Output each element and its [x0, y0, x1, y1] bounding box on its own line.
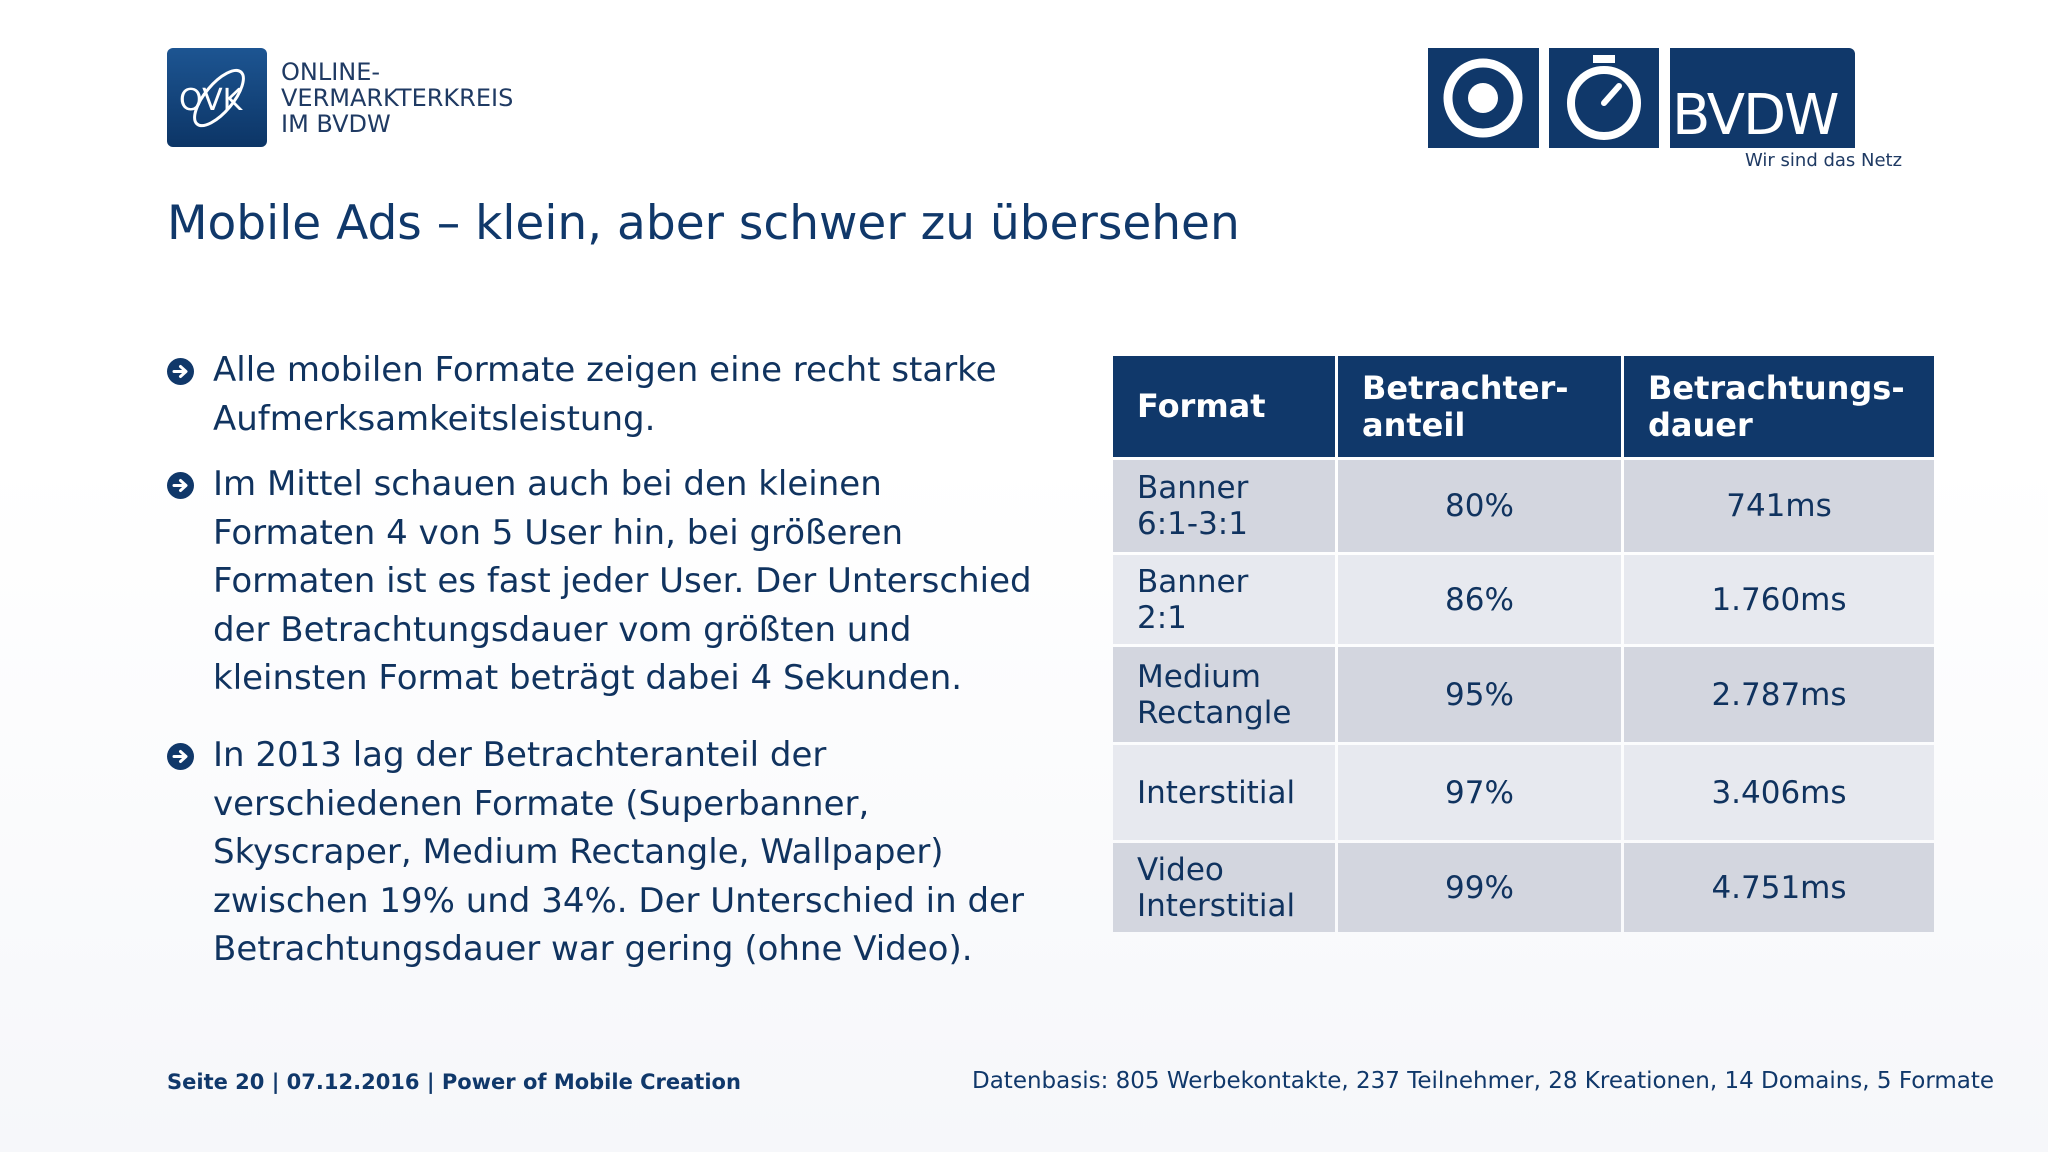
ovk-mark-text: OVK: [179, 83, 244, 118]
cell-format: Banner 6:1-3:1: [1113, 460, 1335, 552]
format-table: Format Betrachter- anteil Betrachtungs- …: [1110, 353, 1937, 935]
header-viewer-share: Betrachter- anteil: [1338, 356, 1621, 457]
cell-format: Banner 2:1: [1113, 555, 1335, 644]
ovk-wordmark: ONLINE- VERMARKTERKREIS IM BVDW: [281, 59, 513, 137]
bullet-text-line: Aufmerksamkeitsleistung.: [213, 398, 656, 439]
bvdw-wordmark: BVDW: [1672, 83, 1840, 148]
cell-duration: 4.751ms: [1624, 843, 1934, 932]
bullet-text-line: Betrachtungsdauer war gering (ohne Video…: [213, 929, 973, 969]
bullet-text-line: zwischen 19% und 34%. Der Unterschied in…: [213, 880, 1024, 921]
cell-duration: 2.787ms: [1624, 647, 1934, 742]
table-row: Video Interstitial 99% 4.751ms: [1113, 843, 1934, 932]
cell-format: Video Interstitial: [1113, 843, 1335, 932]
bvdw-target-icon: [1428, 48, 1539, 148]
bullet-text-line: Formaten 4 von 5 User hin, bei größeren: [213, 512, 904, 553]
bullet-item: In 2013 lag der Betrachteranteil der ver…: [167, 731, 1024, 974]
header-view-duration: Betrachtungs- dauer: [1624, 356, 1934, 457]
header-format: Format: [1113, 356, 1335, 457]
cell-share: 80%: [1338, 460, 1621, 552]
bvdw-logo-box: [1670, 48, 1855, 148]
arrow-circle-icon: [167, 358, 194, 385]
arrow-circle-icon: [167, 743, 194, 770]
cell-share: 97%: [1338, 745, 1621, 840]
bullet-text-line: Alle mobilen Formate zeigen eine recht s…: [213, 350, 997, 390]
footer-data-basis: Datenbasis: 805 Werbekontakte, 237 Teiln…: [972, 1068, 1995, 1094]
cell-format: Interstitial: [1113, 745, 1335, 840]
footer-page-info: Seite 20 | 07.12.2016 | Power of Mobile …: [167, 1070, 741, 1094]
table-header-row: Format Betrachter- anteil Betrachtungs- …: [1113, 356, 1934, 457]
bullet-text-line: In 2013 lag der Betrachteranteil der: [213, 735, 827, 775]
bvdw-stopwatch-icon: [1549, 48, 1659, 148]
cell-share: 99%: [1338, 843, 1621, 932]
bullet-text-line: Im Mittel schauen auch bei den kleinen: [213, 464, 882, 504]
table-row: Interstitial 97% 3.406ms: [1113, 745, 1934, 840]
cell-share: 95%: [1338, 647, 1621, 742]
bullet-text-line: Skyscraper, Medium Rectangle, Wallpaper): [213, 832, 944, 872]
arrow-circle-icon: [167, 472, 194, 499]
bvdw-tagline: Wir sind das Netz: [1745, 150, 1903, 171]
bullet-text-line: verschiedenen Formate (Superbanner,: [213, 783, 870, 824]
bullet-text-line: der Betrachtungsdauer vom größten und: [213, 609, 912, 650]
table-row: Banner 6:1-3:1 80% 741ms: [1113, 460, 1934, 552]
bullet-text-line: kleinsten Format beträgt dabei 4 Sekunde…: [213, 658, 963, 698]
table-row: Medium Rectangle 95% 2.787ms: [1113, 647, 1934, 742]
cell-format: Medium Rectangle: [1113, 647, 1335, 742]
bullet-text-line: Formaten ist es fast jeder User. Der Unt…: [213, 561, 1032, 601]
ovk-line-2: VERMARKTERKREIS: [281, 84, 514, 112]
cell-duration: 1.760ms: [1624, 555, 1934, 644]
bullet-item: Alle mobilen Formate zeigen eine recht s…: [167, 346, 997, 443]
table-row: Banner 2:1 86% 1.760ms: [1113, 555, 1934, 644]
cell-duration: 741ms: [1624, 460, 1934, 552]
ovk-logo: OVK: [167, 48, 267, 147]
bullet-item: Im Mittel schauen auch bei den kleinen F…: [167, 460, 1032, 703]
cell-duration: 3.406ms: [1624, 745, 1934, 840]
ovk-line-1: ONLINE-: [281, 58, 381, 86]
ovk-line-3: IM BVDW: [281, 110, 391, 138]
cell-share: 86%: [1338, 555, 1621, 644]
page-title: Mobile Ads – klein, aber schwer zu übers…: [167, 196, 1240, 251]
